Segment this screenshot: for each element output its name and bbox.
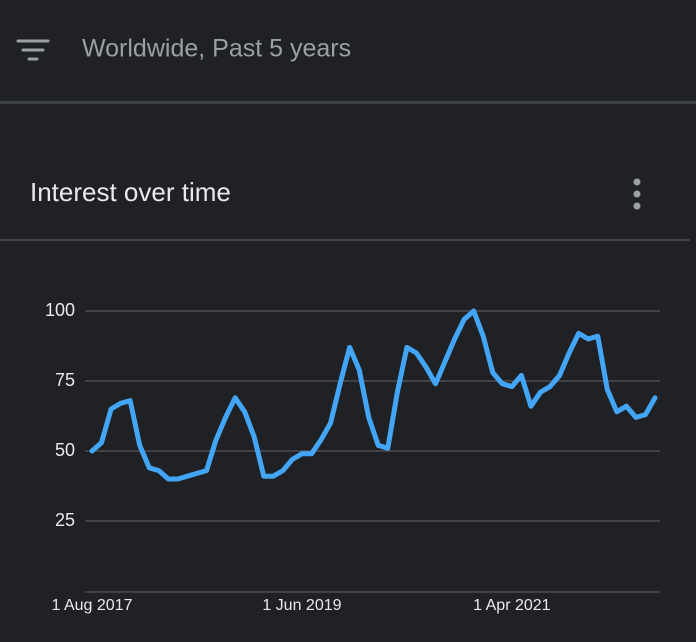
- filter-button[interactable]: [16, 39, 50, 61]
- menu-dot: [633, 178, 641, 186]
- chart: 25 50 75 100 1 Aug 2017 1 Jun 2019 1 Apr 2021: [45, 300, 660, 614]
- card-title: Interest over time: [30, 177, 231, 207]
- x-tick-label: 1 Aug 2017: [52, 597, 133, 614]
- header-title: Worldwide, Past 5 years: [82, 35, 351, 63]
- more-menu[interactable]: [633, 178, 641, 210]
- header-divider: [0, 101, 696, 104]
- x-tick-label: 1 Apr 2021: [473, 597, 551, 614]
- y-tick-label: 25: [55, 510, 75, 530]
- y-tick-label: 100: [45, 300, 75, 320]
- y-tick-label: 75: [55, 370, 75, 390]
- menu-dot: [633, 202, 641, 210]
- trend-line: [89, 308, 658, 482]
- x-tick-label: 1 Jun 2019: [262, 597, 341, 614]
- menu-dot: [633, 190, 641, 198]
- y-tick-label: 50: [55, 440, 75, 460]
